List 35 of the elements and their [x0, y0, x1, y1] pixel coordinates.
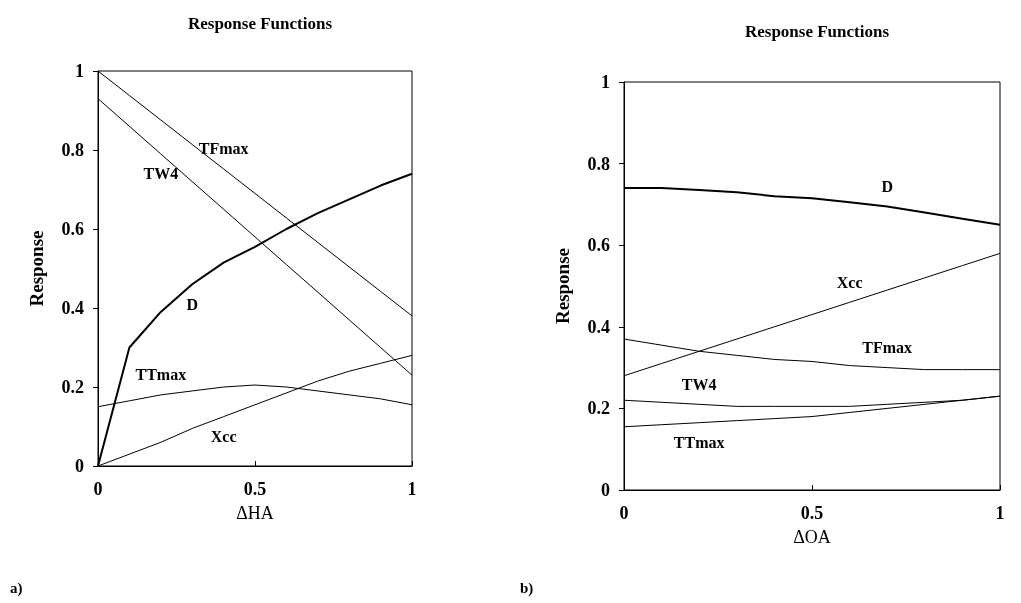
chart-title: Response Functions: [187, 14, 333, 33]
y-tick-label: 0.6: [587, 235, 610, 256]
series-label: TFmax: [198, 140, 249, 158]
series-label: TW4: [143, 165, 179, 183]
series-label: TTmax: [135, 366, 187, 384]
x-axis-title: ΔOA: [793, 527, 831, 547]
x-axis-title: ΔHA: [236, 503, 274, 523]
y-tick-label: 1: [75, 61, 84, 81]
y-tick-label: 0.8: [587, 153, 610, 174]
y-tick-label: 0.2: [587, 398, 610, 419]
y-tick-label: 0.8: [61, 140, 84, 160]
y-tick-label: 0: [75, 456, 84, 476]
x-tick-label: 0: [619, 503, 629, 523]
x-tick-label: 1: [995, 503, 1005, 523]
series-label: TFmax: [862, 339, 913, 357]
y-tick-label: 0.6: [61, 219, 84, 239]
y-tick-label: 0.4: [61, 298, 84, 318]
series-label: Xcc: [836, 273, 863, 291]
chart-title: Response Functions: [744, 22, 890, 41]
series-label: TW4: [681, 375, 717, 393]
series-label: D: [881, 177, 893, 195]
y-axis-title: Response: [552, 247, 573, 325]
x-tick-label: 1: [407, 479, 417, 499]
y-tick-label: 0.2: [61, 377, 84, 397]
text: b): [520, 579, 534, 597]
series-label: TTmax: [673, 434, 725, 452]
y-tick-label: 0.4: [587, 316, 610, 337]
text: a): [10, 579, 23, 597]
y-axis-title: Response: [26, 230, 47, 307]
x-tick-label: 0: [93, 479, 103, 499]
y-tick-label: 1: [601, 72, 610, 92]
x-tick-label: 0.5: [243, 479, 267, 499]
series-label: Xcc: [210, 428, 237, 446]
series-label: D: [186, 295, 198, 313]
x-tick-label: 0.5: [800, 503, 824, 523]
